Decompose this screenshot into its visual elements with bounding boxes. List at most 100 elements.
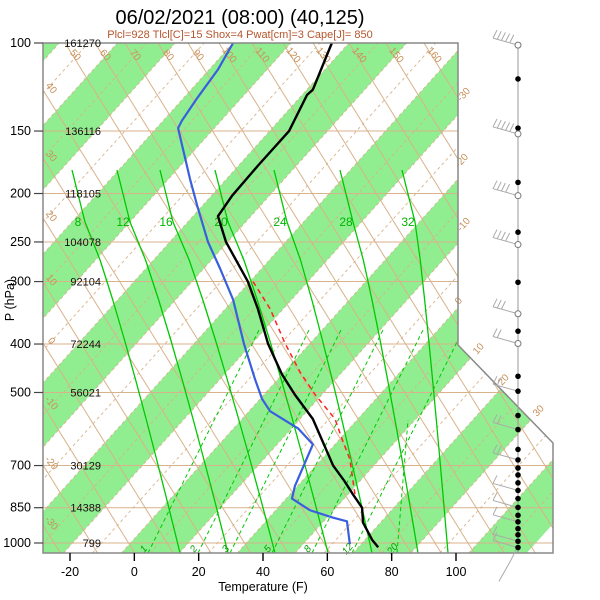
height-label: 14388 [70, 503, 101, 515]
wind-level-open-circle [514, 241, 522, 249]
barb-feather [492, 414, 498, 423]
isotherm-line [43, 43, 350, 553]
wind-level-dot [515, 480, 521, 486]
isotherm-line [323, 43, 553, 553]
wind-barb [492, 414, 519, 431]
pressure-tick-label: 200 [10, 187, 31, 201]
barb-stem [492, 237, 519, 246]
wind-level-dot [515, 538, 521, 545]
temperature-tick-label: -20 [61, 565, 79, 579]
isotherm-line [43, 43, 379, 553]
pressure-tick-label: 400 [10, 337, 31, 351]
wind-barb-column [492, 29, 522, 582]
height-label: 72244 [70, 339, 101, 351]
height-label: 104078 [64, 237, 101, 249]
mixing-ratio-label: 1 [138, 544, 150, 555]
barb-stem [492, 37, 519, 46]
mixing-ratio-line [396, 419, 409, 553]
height-label: 161270 [64, 38, 101, 50]
barb-feather [492, 475, 498, 484]
parcel-curve [252, 281, 356, 495]
isotherm-line [207, 43, 553, 553]
barb-feather [496, 181, 502, 191]
height-label: 92104 [70, 277, 101, 289]
isotherm-line [43, 43, 263, 553]
barb-feather [496, 299, 502, 309]
wind-level-dot [515, 446, 521, 453]
wind-barb [492, 444, 519, 461]
pressure-tick-label: 850 [10, 501, 31, 515]
moist-adiabat-label: 8 [75, 215, 82, 229]
barb-feather [496, 415, 502, 424]
plot-border [42, 42, 554, 554]
barb-feather [509, 34, 515, 43]
barb-feather [496, 445, 502, 455]
chart-title: 06/02/2021 (08:00) (40,125) [115, 7, 364, 29]
barb-feather [500, 300, 506, 310]
isotherm-line [43, 43, 437, 553]
dry-adiabat-line [43, 404, 136, 553]
sounding-curves [176, 43, 380, 549]
temperature-tick-label: 60 [320, 565, 334, 579]
temperature-tick-label: 40 [256, 565, 270, 579]
isotherm-label-right: 10 [471, 341, 487, 357]
mixing-ratio-label: 5 [262, 543, 274, 555]
barb-feather [492, 444, 498, 454]
wind-level-dot [515, 544, 521, 551]
wind-level-dot [515, 532, 521, 538]
barb-stem [492, 540, 519, 548]
dry-adiabat-line [43, 342, 174, 553]
barb-stem [492, 126, 519, 135]
wind-level-dot [515, 519, 521, 525]
barb-feather [496, 119, 502, 129]
wind-barb [492, 29, 519, 46]
barb-stem [492, 452, 519, 461]
chart-subtitle: Plcl=928 Tlcl[C]=15 Shox=4 Pwat[cm]=3 Ca… [107, 29, 372, 41]
barb-feather [496, 31, 502, 40]
barb-feather [505, 122, 511, 131]
isotherm-line [43, 43, 292, 553]
barb-feather [505, 183, 511, 193]
wind-level-dot [515, 512, 521, 519]
pressure-tick-label: 250 [10, 235, 31, 249]
isotherm-label-right: 0 [453, 295, 465, 307]
wind-level-dot [515, 279, 521, 286]
wind-barb [492, 526, 519, 542]
wind-level-dot [515, 125, 521, 131]
barb-stem [492, 499, 519, 508]
isotherm-line [63, 43, 523, 553]
isotherm-line [43, 43, 321, 553]
barb-feather [492, 506, 498, 516]
barb-feather [492, 526, 498, 535]
wind-level-open-circle [514, 339, 522, 347]
wind-barb [492, 532, 519, 548]
barb-stem [492, 383, 519, 392]
moist-adiabat-label: 28 [339, 215, 353, 229]
barb-stem [492, 188, 519, 197]
moist-adiabat-label: 32 [401, 215, 415, 229]
wind-barb [492, 492, 519, 508]
wind-barb [492, 229, 519, 246]
wind-level-dot [515, 76, 521, 82]
barb-feather [492, 328, 498, 337]
surface-barb-tail [498, 549, 517, 582]
isotherm-line [0, 43, 1, 553]
barb-stem [492, 422, 519, 431]
wind-level-open-circle [514, 41, 522, 49]
barb-feather [505, 33, 511, 42]
barb-feather [492, 492, 498, 501]
isotherm-line [43, 43, 234, 553]
barb-feather [492, 180, 498, 189]
moist-adiabat-label: 12 [116, 215, 130, 229]
moist-adiabat-line [401, 169, 449, 553]
wind-level-dot [515, 388, 521, 394]
wind-level-dot [515, 328, 521, 334]
dry-adiabat-label-left: 0 [45, 336, 57, 348]
height-label: 136116 [65, 126, 101, 138]
barb-feather [492, 532, 498, 541]
wind-barb [492, 475, 519, 491]
isotherm-line [43, 43, 205, 553]
dry-adiabat-line [282, 43, 553, 553]
